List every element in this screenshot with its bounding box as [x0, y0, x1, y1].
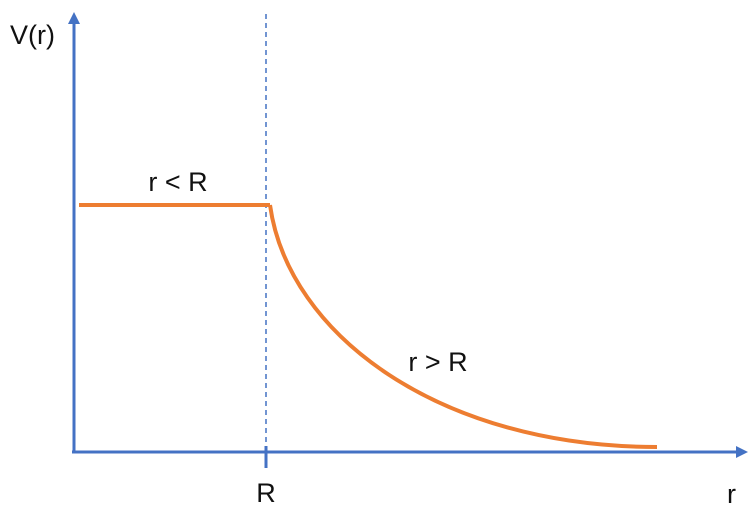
inside-region-label: r < R: [148, 167, 207, 197]
x-axis-label: r: [727, 479, 736, 509]
y-axis-label: V(r): [10, 20, 55, 50]
outside-region-label: r > R: [408, 347, 467, 377]
radius-tick-label: R: [256, 478, 276, 508]
potential-curve-outside: [268, 204, 658, 449]
